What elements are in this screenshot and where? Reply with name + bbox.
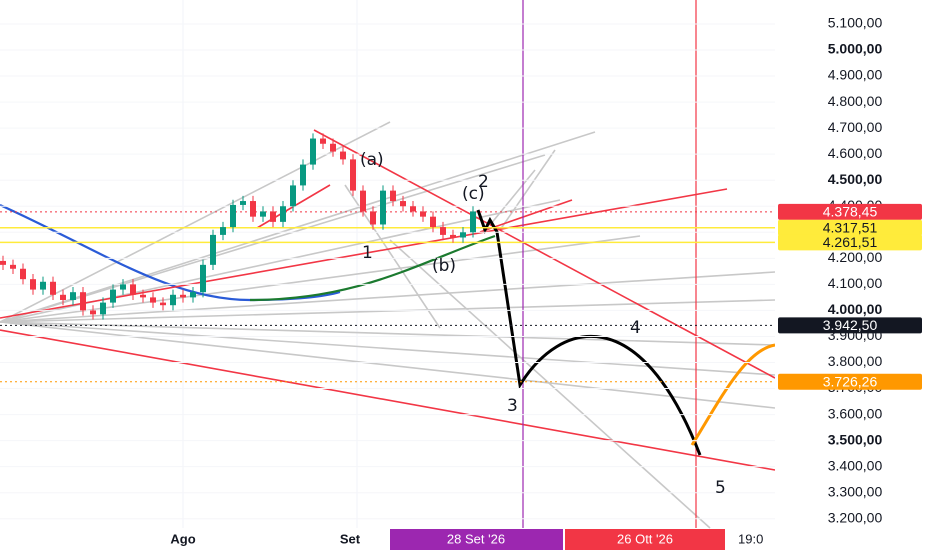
candle-body bbox=[30, 279, 36, 290]
x-label: Ago bbox=[170, 531, 195, 546]
annotation: 2 bbox=[478, 172, 489, 192]
y-tick-label: 3.200,00 bbox=[828, 509, 883, 525]
candle-body bbox=[380, 190, 386, 225]
candle-body bbox=[290, 185, 296, 207]
candle-body bbox=[190, 292, 196, 298]
x-label: 26 Ott '26 bbox=[617, 531, 673, 546]
price-tag bbox=[778, 317, 922, 334]
price-tag bbox=[778, 234, 922, 251]
drawings bbox=[0, 0, 776, 529]
candle-body bbox=[390, 190, 396, 202]
x-label: 28 Set '26 bbox=[447, 531, 505, 546]
candle-body bbox=[240, 201, 246, 205]
orange-path bbox=[690, 343, 776, 446]
candle-body bbox=[430, 216, 436, 228]
y-tick-label: 4.100,00 bbox=[828, 275, 883, 291]
candle-body bbox=[300, 164, 306, 186]
price-tag-label: 3.726,26 bbox=[823, 373, 878, 389]
price-tag-label: 4.317,51 bbox=[823, 219, 878, 235]
candle-body bbox=[350, 159, 356, 191]
annotation: (b) bbox=[432, 256, 456, 276]
candle-body bbox=[320, 138, 326, 144]
candle-body bbox=[410, 206, 416, 212]
annotation: 1 bbox=[362, 243, 373, 263]
candle-body bbox=[280, 206, 286, 222]
candle-body bbox=[0, 260, 6, 265]
candle-body bbox=[10, 264, 16, 269]
y-tick-label: 4.600,00 bbox=[828, 145, 883, 161]
candle-body bbox=[160, 302, 166, 306]
candle-body bbox=[210, 234, 216, 265]
candle-body bbox=[230, 204, 236, 228]
price-tag-label: 4.261,51 bbox=[823, 234, 878, 250]
candle-body bbox=[370, 211, 376, 225]
y-tick-label: 5.100,00 bbox=[828, 15, 883, 31]
candle-body bbox=[440, 227, 446, 235]
candle-body bbox=[250, 201, 256, 217]
candle-body bbox=[460, 232, 466, 238]
candle-body bbox=[400, 201, 406, 207]
x-label: Set bbox=[340, 531, 361, 546]
candle-body bbox=[340, 151, 346, 160]
candle-body bbox=[60, 294, 66, 300]
y-tick-label: 4.800,00 bbox=[828, 93, 883, 109]
candle-body bbox=[470, 211, 476, 233]
x-label-box bbox=[565, 529, 725, 550]
y-tick-label: 3.300,00 bbox=[828, 483, 883, 499]
price-tag-label: 3.942,50 bbox=[823, 317, 878, 333]
candle-body bbox=[80, 292, 86, 311]
y-tick-label: 3.600,00 bbox=[828, 405, 883, 421]
candle-body bbox=[220, 227, 226, 235]
price-tag-label: 4.378,45 bbox=[823, 204, 878, 220]
x-label-box bbox=[390, 529, 563, 550]
annotation: (a) bbox=[360, 150, 384, 170]
candle-body bbox=[70, 292, 76, 300]
y-tick-label: 3.400,00 bbox=[828, 457, 883, 473]
y-tick-label: 4.200,00 bbox=[828, 249, 883, 265]
candle-body bbox=[140, 294, 146, 298]
candle-body bbox=[50, 281, 56, 295]
candle-body bbox=[270, 211, 276, 222]
y-tick-label: 4.500,00 bbox=[828, 171, 883, 187]
candle-body bbox=[120, 284, 126, 290]
x-label: 19:0 bbox=[738, 531, 763, 546]
candle-body bbox=[100, 302, 106, 315]
y-tick-label: 4.700,00 bbox=[828, 119, 883, 135]
candle-body bbox=[420, 211, 426, 217]
candle-body bbox=[360, 190, 366, 212]
price-tag bbox=[778, 219, 922, 236]
annotation: 4 bbox=[630, 318, 641, 338]
annotation: 3 bbox=[507, 396, 518, 416]
y-tick-label: 5.000,00 bbox=[828, 41, 883, 57]
blue-curve bbox=[0, 203, 341, 302]
candle-body bbox=[130, 284, 136, 295]
candle-body bbox=[260, 211, 266, 217]
candle-body bbox=[330, 143, 336, 152]
candle-body bbox=[110, 289, 116, 303]
candle-body bbox=[40, 281, 46, 290]
price-tag bbox=[778, 203, 922, 220]
candles bbox=[0, 133, 476, 320]
wave-path bbox=[476, 209, 702, 456]
y-tick-label: 4.900,00 bbox=[828, 67, 883, 83]
annotation: 5 bbox=[715, 478, 726, 498]
axis-bg bbox=[775, 0, 932, 550]
annotation: (c) bbox=[462, 184, 485, 204]
candle-body bbox=[170, 294, 176, 306]
candle-body bbox=[200, 264, 206, 293]
y-tick-label: 4.000,00 bbox=[828, 301, 883, 317]
green-curve bbox=[249, 234, 496, 302]
candle-body bbox=[310, 138, 316, 165]
candle-body bbox=[450, 234, 456, 238]
candle-body bbox=[20, 268, 26, 280]
y-tick-label: 3.800,00 bbox=[828, 353, 883, 369]
red-lines bbox=[0, 129, 776, 471]
candle-body bbox=[180, 294, 186, 298]
candle-body bbox=[90, 310, 96, 315]
candle-body bbox=[150, 297, 156, 303]
y-tick-label: 3.500,00 bbox=[828, 431, 883, 447]
price-axis: 3.200,00 3.300,00 3.400,00 3.500,00 3.600,00… bbox=[775, 0, 932, 550]
price-tag bbox=[778, 373, 922, 390]
